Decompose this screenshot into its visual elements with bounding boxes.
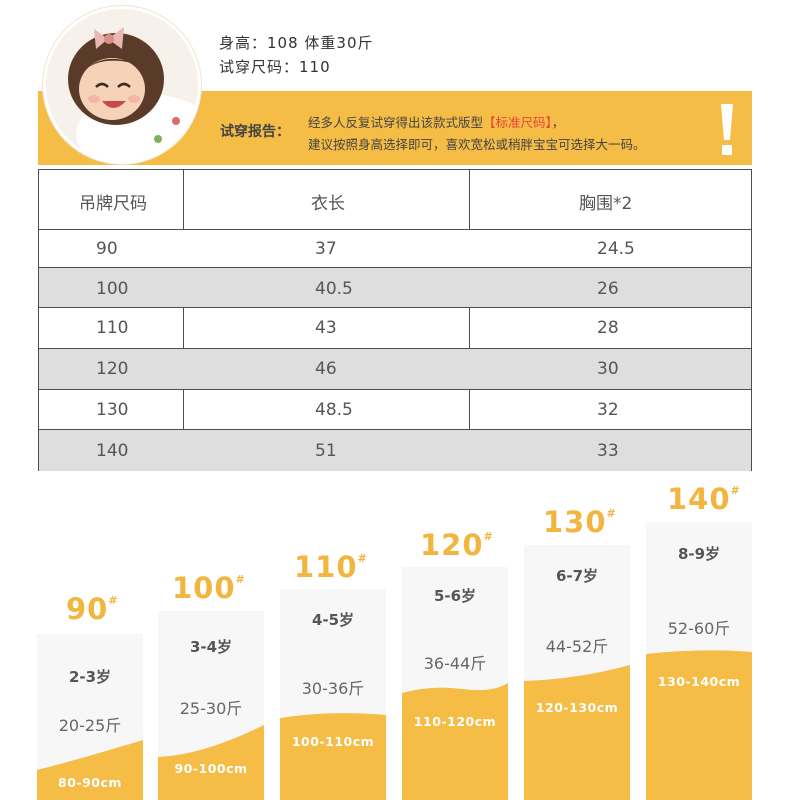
model-photo: [43, 6, 201, 164]
size-card-110: 4-5岁 30-36斤 100-110cm: [280, 589, 386, 800]
wave-shape: [646, 650, 752, 800]
card-height: 80-90cm: [58, 775, 122, 790]
card-height: 90-100cm: [174, 761, 248, 776]
size-number-90: 90#: [66, 592, 119, 626]
size-number-110: 110#: [294, 550, 368, 584]
report-highlight: 【标准尺码】: [483, 115, 552, 130]
report-line-1: 经多人反复试穿得出该款式版型【标准尺码】，: [308, 112, 564, 131]
card-age: 6-7岁: [555, 567, 599, 585]
size-card-120: 5-6岁 36-44斤 110-120cm: [402, 567, 508, 800]
size-number-text: 120: [420, 528, 484, 562]
size-number-text: 90: [66, 592, 109, 626]
size-mark: #: [606, 507, 617, 521]
card-height: 110-120cm: [413, 714, 497, 729]
size-mark: #: [108, 594, 119, 608]
wave-shape: [280, 713, 386, 800]
card-weight: 30-36斤: [301, 679, 365, 698]
size-mark: #: [357, 552, 368, 566]
table-cell: 32: [597, 400, 619, 420]
exclamation-icon: [721, 104, 733, 155]
table-cell: 46: [315, 359, 337, 379]
table-cell: 26: [597, 279, 619, 299]
card-age: 2-3岁: [68, 668, 112, 686]
card-height: 130-140cm: [657, 674, 741, 689]
size-number-130: 130#: [543, 505, 617, 539]
card-weight: 52-60斤: [667, 619, 731, 638]
size-table: 吊牌尺码 衣长 胸围*2 90 37 24.5 100 40.5 26 110 …: [38, 169, 752, 471]
card-age: 4-5岁: [311, 611, 355, 629]
wave-shape: [402, 683, 508, 800]
card-weight: 20-25斤: [58, 716, 122, 735]
report-text-after: ，: [551, 115, 565, 130]
table-cell: 51: [315, 441, 337, 461]
size-mark: #: [483, 530, 494, 544]
table-row-shade: [39, 348, 751, 389]
table-header-size: 吊牌尺码: [79, 194, 147, 214]
table-column-divider: [469, 389, 470, 429]
table-cell: 37: [315, 239, 337, 259]
table-row-shade: [39, 267, 751, 307]
size-number-120: 120#: [420, 528, 494, 562]
size-number-100: 100#: [172, 571, 246, 605]
card-weight: 36-44斤: [423, 654, 487, 673]
card-age: 5-6岁: [433, 587, 477, 605]
child-illustration: [46, 9, 198, 161]
table-cell: 130: [96, 400, 129, 420]
size-card-100: 3-4岁 25-30斤 90-100cm: [158, 611, 264, 800]
card-age: 3-4岁: [189, 638, 233, 656]
table-divider: [39, 429, 751, 430]
table-divider: [39, 389, 751, 390]
table-cell: 48.5: [315, 400, 353, 420]
card-height: 120-130cm: [535, 700, 619, 715]
fit-report: 试穿报告： 经多人反复试穿得出该款式版型【标准尺码】， 建议按照身高选择即可，喜…: [206, 100, 746, 157]
card-weight: 44-52斤: [545, 637, 609, 656]
size-card-130: 6-7岁 44-52斤 120-130cm: [524, 545, 630, 800]
table-column-divider: [469, 307, 470, 348]
wave-shape: [158, 725, 264, 800]
card-height: 100-110cm: [291, 734, 375, 749]
card-age: 8-9岁: [677, 545, 721, 563]
size-number-text: 110: [294, 550, 358, 584]
table-column-divider: [469, 170, 470, 229]
table-cell: 43: [315, 318, 337, 338]
table-divider: [39, 267, 751, 268]
size-mark: #: [730, 484, 741, 498]
table-cell: 120: [96, 359, 129, 379]
table-header-chest: 胸围*2: [579, 194, 633, 214]
card-weight: 25-30斤: [179, 699, 243, 718]
size-card-90: 2-3岁 20-25斤 80-90cm: [37, 634, 143, 800]
table-row-shade: [39, 429, 751, 471]
size-card-140: 8-9岁 52-60斤 130-140cm: [646, 522, 752, 800]
size-number-text: 100: [172, 571, 236, 605]
table-column-divider: [183, 307, 184, 348]
size-mark: #: [235, 573, 246, 587]
table-column-divider: [183, 389, 184, 429]
table-cell: 100: [96, 279, 129, 299]
report-label: 试穿报告：: [220, 124, 290, 140]
table-cell: 28: [597, 318, 619, 338]
size-number-140: 140#: [667, 482, 741, 516]
table-cell: 40.5: [315, 279, 353, 299]
table-cell: 110: [96, 318, 129, 338]
size-number-text: 140: [667, 482, 731, 516]
table-divider: [39, 348, 751, 349]
report-line-2: 建议按照身高选择即可，喜欢宽松或稍胖宝宝可选择大一码。: [308, 137, 646, 152]
wave-shape: [37, 740, 143, 800]
table-header-length: 衣长: [311, 194, 345, 214]
wave-shape: [524, 665, 630, 800]
size-number-text: 130: [543, 505, 607, 539]
table-cell: 24.5: [597, 239, 635, 259]
report-text-before: 经多人反复试穿得出该款式版型: [308, 115, 484, 130]
model-stats: 身高：108 体重30斤: [219, 34, 374, 52]
model-tried-size: 试穿尺码：110: [219, 58, 331, 76]
table-divider: [39, 229, 751, 230]
table-cell: 33: [597, 441, 619, 461]
table-cell: 90: [96, 239, 118, 259]
table-column-divider: [183, 170, 184, 229]
table-cell: 140: [96, 441, 129, 461]
table-cell: 30: [597, 359, 619, 379]
table-divider: [39, 307, 751, 308]
